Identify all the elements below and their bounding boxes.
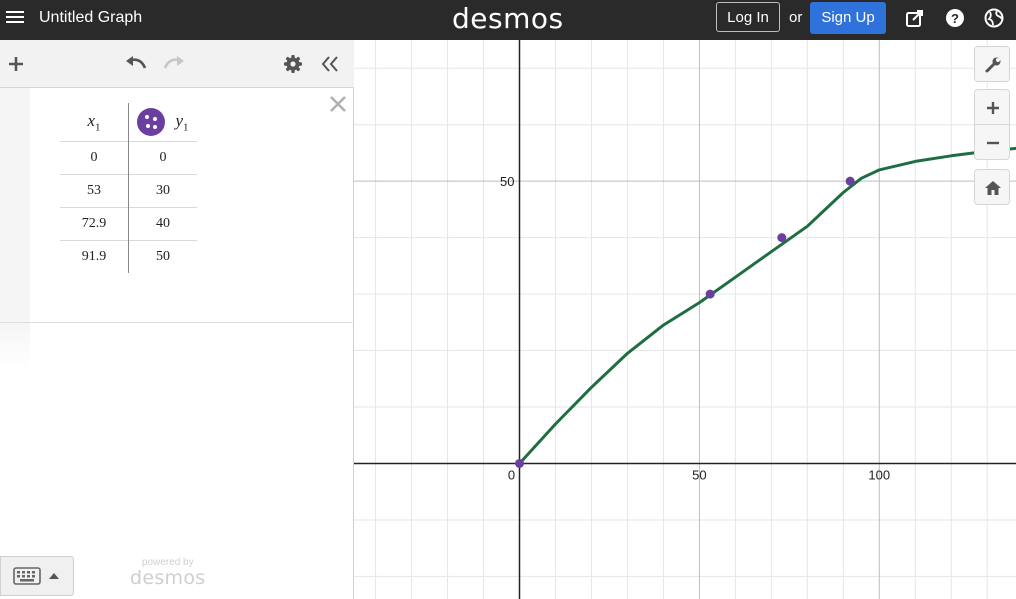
- undo-icon[interactable]: [124, 55, 148, 73]
- powered-by-brand: desmos: [130, 567, 206, 589]
- table-cell-x[interactable]: 91.9: [60, 240, 129, 273]
- expression-gutter-fade: [0, 322, 30, 372]
- home-icon: [985, 181, 1001, 195]
- zoom-in-button[interactable]: [974, 89, 1010, 125]
- table-cell-y[interactable]: 50: [128, 240, 197, 273]
- redo-icon[interactable]: [162, 55, 186, 73]
- table-cell-x[interactable]: 0: [60, 141, 129, 175]
- table-cell-x[interactable]: 72.9: [60, 207, 129, 241]
- x-tick-label: 100: [868, 467, 890, 482]
- login-button[interactable]: Log In: [716, 2, 780, 32]
- data-point: [705, 289, 715, 299]
- y-tick-label: 50: [500, 174, 514, 189]
- graph-title[interactable]: Untitled Graph: [39, 9, 143, 26]
- share-icon[interactable]: [905, 8, 925, 28]
- powered-by-desmos[interactable]: powered by desmos: [130, 557, 205, 589]
- table-cell-x[interactable]: 53: [60, 174, 129, 208]
- fit-curve: [518, 146, 1016, 465]
- hamburger-menu-icon[interactable]: [6, 8, 24, 24]
- keyboard-icon: [13, 567, 41, 585]
- collapse-panel-icon[interactable]: [320, 54, 340, 74]
- table-cell-y[interactable]: 30: [128, 174, 197, 208]
- zoom-out-icon: [987, 141, 999, 145]
- expression-gutter[interactable]: [0, 88, 30, 322]
- wrench-icon: [985, 57, 1001, 73]
- table-header-row: x1 y1: [60, 103, 197, 142]
- column-header-y[interactable]: y1: [129, 103, 198, 142]
- add-icon[interactable]: [7, 55, 25, 73]
- data-point: [845, 176, 855, 186]
- signup-button[interactable]: Sign Up: [810, 2, 886, 34]
- zoom-out-button[interactable]: [974, 124, 1010, 160]
- table-row: 0 0: [60, 141, 197, 175]
- table-row: 53 30: [60, 174, 197, 208]
- table-cell-y[interactable]: 0: [128, 141, 197, 175]
- graph-paper[interactable]: 0 50 100 50: [354, 40, 1016, 599]
- desmos-logo: desmos: [452, 2, 564, 35]
- expression-divider: [0, 322, 354, 323]
- help-icon[interactable]: ?: [945, 8, 965, 28]
- table-cell-y[interactable]: 40: [128, 207, 197, 241]
- caret-up-icon: [49, 573, 59, 579]
- x-tick-label: 50: [692, 467, 706, 482]
- keyboard-toggle-button[interactable]: [0, 556, 74, 596]
- data-point: [515, 458, 524, 468]
- home-button[interactable]: [974, 169, 1010, 205]
- data-table[interactable]: x1 y1 0 0 53 30 72.9 40 91.9 50: [60, 103, 197, 273]
- col-y-name: y: [175, 110, 184, 130]
- col-x-name: x: [87, 110, 96, 130]
- graph-svg[interactable]: 0 50 100 50: [354, 40, 1016, 599]
- expression-toolbar: [0, 40, 354, 88]
- settings-gear-icon[interactable]: [283, 54, 303, 74]
- language-globe-icon[interactable]: [984, 8, 1004, 28]
- point-style-icon[interactable]: [137, 108, 166, 136]
- close-icon[interactable]: [328, 94, 348, 114]
- col-x-subscript: 1: [95, 121, 101, 134]
- table-row: 91.9 50: [60, 240, 197, 273]
- top-bar: Untitled Graph desmos Log In or Sign Up …: [0, 0, 1016, 40]
- table-row: 72.9 40: [60, 207, 197, 241]
- graph-settings-button[interactable]: [974, 46, 1010, 82]
- svg-text:?: ?: [951, 11, 959, 26]
- expression-panel: x1 y1 0 0 53 30 72.9 40 91.9 50: [0, 40, 354, 599]
- zoom-in-icon: [987, 102, 999, 114]
- col-y-subscript: 1: [183, 121, 189, 134]
- column-header-x[interactable]: x1: [60, 103, 129, 142]
- or-label: or: [789, 9, 803, 26]
- data-point: [777, 233, 787, 243]
- powered-by-label: powered by: [141, 557, 194, 568]
- x-tick-label: 0: [508, 467, 515, 482]
